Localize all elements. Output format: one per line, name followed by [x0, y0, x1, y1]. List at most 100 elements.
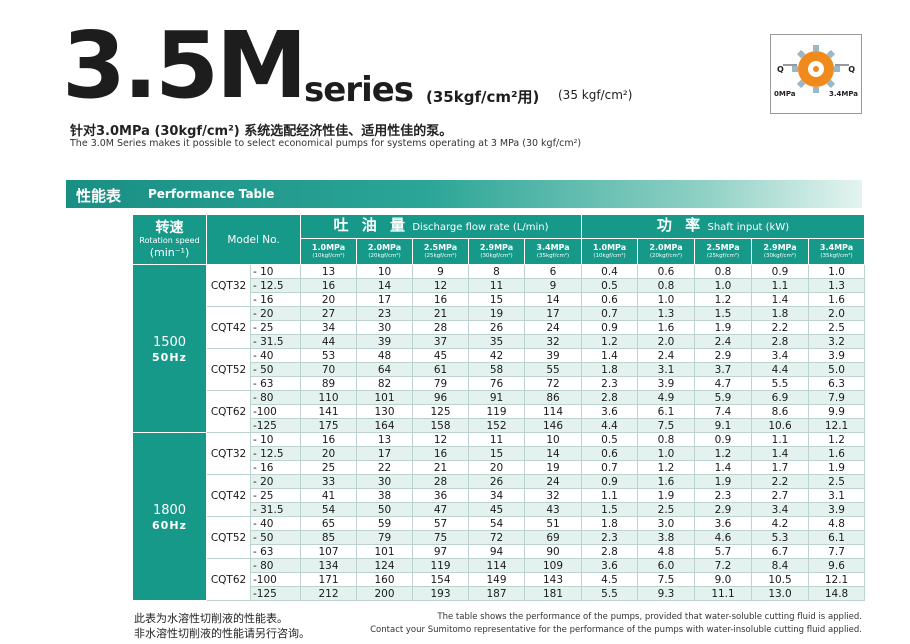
- power-value-cell: 5.0: [808, 362, 866, 377]
- power-value-cell: 2.9: [694, 502, 753, 517]
- flow-value-cell: 43: [524, 502, 583, 517]
- flow-value-cell: 152: [468, 418, 526, 433]
- power-value-cell: 1.6: [808, 446, 866, 461]
- power-value-cell: 3.6: [581, 558, 639, 573]
- power-value-cell: 8.4: [751, 558, 810, 573]
- table-row: - 25 41 38 36 34 32 1.1 1.9 2.3 2.7 3.1: [133, 488, 866, 503]
- power-value-cell: 9.6: [808, 558, 866, 573]
- header-pressure-power-4: 3.4MPa (35kgf/cm²): [808, 238, 866, 265]
- power-value-cell: 5.9: [694, 390, 753, 405]
- logo-left-label: Q: [777, 65, 784, 74]
- banner-title-en: Performance Table: [148, 187, 275, 201]
- power-value-cell: 2.3: [694, 488, 753, 503]
- table-row: - 12.5 16 14 12 11 9 0.5 0.8 1.0 1.1 1.3: [133, 278, 866, 293]
- power-value-cell: 1.0: [637, 446, 696, 461]
- model-suffix-cell: - 16: [249, 292, 302, 307]
- model-suffix-cell: -125: [249, 586, 302, 601]
- flow-value-cell: 48: [356, 348, 414, 363]
- flow-value-cell: 94: [468, 544, 526, 559]
- logo-right-label: Q: [848, 65, 855, 74]
- power-value-cell: 1.0: [694, 278, 753, 293]
- power-value-cell: 6.7: [751, 544, 810, 559]
- power-value-cell: 2.2: [751, 320, 810, 335]
- table-row: CQT42- 20 33 30 28 26 24 0.9 1.6 1.9 2.2 2.5: [133, 474, 866, 517]
- power-value-cell: 4.4: [751, 362, 810, 377]
- power-value-cell: 2.4: [694, 334, 753, 349]
- flow-value-cell: 193: [412, 586, 470, 601]
- flow-value-cell: 14: [524, 446, 583, 461]
- power-value-cell: 1.9: [637, 488, 696, 503]
- flow-value-cell: 26: [468, 320, 526, 335]
- flow-value-cell: 79: [412, 376, 470, 391]
- power-value-cell: 9.0: [694, 572, 753, 587]
- power-value-cell: 7.5: [637, 418, 696, 433]
- power-value-cell: 0.8: [694, 264, 753, 279]
- power-value-cell: 0.5: [581, 278, 639, 293]
- description-cn: 针对3.0MPa (30kgf/cm²) 系统选配经济性佳、适用性佳的泵。: [70, 124, 453, 139]
- model-suffix-cell: - 63: [249, 544, 302, 559]
- flow-value-cell: 24: [524, 474, 583, 489]
- flow-value-cell: 164: [356, 418, 414, 433]
- flow-value-cell: 65: [300, 516, 358, 531]
- header-discharge-flow: 吐 油 量 Discharge flow rate (L/min): [300, 214, 583, 239]
- model-suffix-cell: - 25: [249, 320, 302, 335]
- flow-value-cell: 149: [468, 572, 526, 587]
- table-row: - 16 20 17 16 15 14 0.6 1.0 1.2 1.4 1.6: [133, 292, 866, 307]
- flow-value-cell: 158: [412, 418, 470, 433]
- flow-value-cell: 200: [356, 586, 414, 601]
- model-suffix-cell: - 31.5: [249, 502, 302, 517]
- power-value-cell: 2.3: [581, 530, 639, 545]
- power-value-cell: 1.8: [751, 306, 810, 321]
- flow-value-cell: 22: [356, 460, 414, 475]
- flow-value-cell: 24: [524, 320, 583, 335]
- table-row: CQT42- 20 27 23 21 19 17 0.7 1.3 1.5 1.8 2.0: [133, 306, 866, 349]
- flow-value-cell: 21: [412, 306, 470, 321]
- flow-value-cell: 101: [356, 390, 414, 405]
- power-value-cell: 2.9: [694, 348, 753, 363]
- flow-value-cell: 70: [300, 362, 358, 377]
- model-suffix-cell: - 40: [249, 516, 302, 531]
- flow-value-cell: 109: [524, 558, 583, 573]
- table-row: - 31.5 54 50 47 45 43 1.5 2.5 2.9 3.4 3.9: [133, 502, 866, 517]
- header-pressure-flow-1: 2.0MPa (20kgf/cm²): [356, 238, 414, 265]
- power-value-cell: 0.9: [581, 474, 639, 489]
- power-value-cell: 3.9: [808, 502, 866, 517]
- power-value-cell: 6.1: [808, 530, 866, 545]
- power-value-cell: 10.6: [751, 418, 810, 433]
- flow-value-cell: 45: [412, 348, 470, 363]
- power-value-cell: 0.6: [581, 292, 639, 307]
- power-value-cell: 0.7: [581, 460, 639, 475]
- power-value-cell: 3.6: [694, 516, 753, 531]
- flow-value-cell: 11: [468, 278, 526, 293]
- power-value-cell: 1.0: [637, 292, 696, 307]
- title-series: series: [304, 70, 414, 110]
- model-cell: CQT32: [206, 432, 251, 475]
- flow-value-cell: 125: [412, 404, 470, 419]
- gear-icon: [783, 45, 849, 93]
- model-suffix-cell: -125: [249, 418, 302, 433]
- flow-value-cell: 16: [412, 292, 470, 307]
- power-value-cell: 3.2: [808, 334, 866, 349]
- footnote-cn-2: 非水溶性切削液的性能请另行咨询。: [134, 627, 310, 640]
- power-value-cell: 4.8: [808, 516, 866, 531]
- table-row: - 31.5 44 39 37 35 32 1.2 2.0 2.4 2.8 3.2: [133, 334, 866, 349]
- model-suffix-cell: - 10: [249, 432, 302, 447]
- model-suffix-cell: -100: [249, 572, 302, 587]
- flow-value-cell: 16: [300, 278, 358, 293]
- flow-value-cell: 130: [356, 404, 414, 419]
- flow-value-cell: 75: [412, 530, 470, 545]
- power-value-cell: 0.8: [637, 432, 696, 447]
- flow-value-cell: 21: [412, 460, 470, 475]
- power-value-cell: 1.1: [581, 488, 639, 503]
- flow-value-cell: 30: [356, 474, 414, 489]
- flow-value-cell: 37: [412, 334, 470, 349]
- power-value-cell: 7.2: [694, 558, 753, 573]
- flow-value-cell: 16: [412, 446, 470, 461]
- flow-value-cell: 32: [524, 488, 583, 503]
- power-value-cell: 1.8: [581, 362, 639, 377]
- power-value-cell: 1.4: [751, 446, 810, 461]
- flow-value-cell: 34: [300, 320, 358, 335]
- power-value-cell: 0.6: [581, 446, 639, 461]
- logo-right-value: 3.4MPa: [828, 90, 858, 98]
- power-value-cell: 1.6: [808, 292, 866, 307]
